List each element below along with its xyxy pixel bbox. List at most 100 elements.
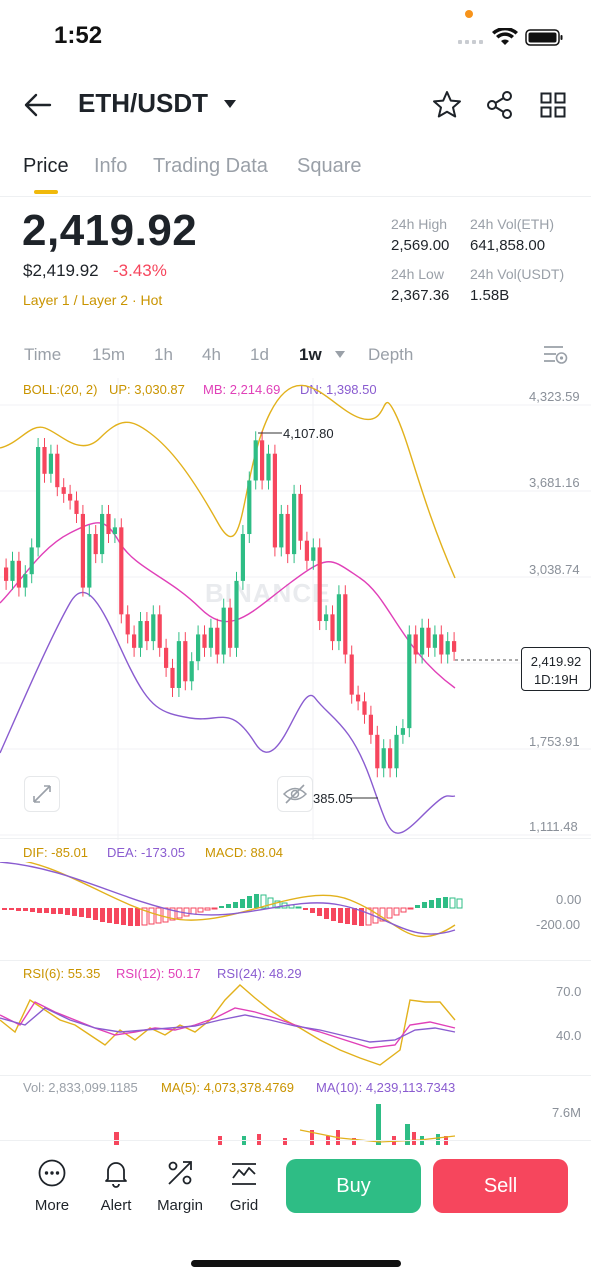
candle-body bbox=[80, 513, 85, 588]
interval-1w[interactable]: 1w bbox=[299, 345, 322, 364]
candle-body bbox=[272, 453, 277, 548]
candle-body bbox=[298, 493, 303, 541]
macd-bar bbox=[345, 908, 350, 924]
vol-eth-value: 641,858.00 bbox=[470, 237, 546, 254]
candle-body bbox=[420, 627, 425, 655]
interval-time[interactable]: Time bbox=[24, 345, 62, 364]
buy-button[interactable]: Buy bbox=[286, 1159, 421, 1213]
macd-bar bbox=[240, 899, 245, 908]
macd-value: MACD: 88.04 bbox=[205, 845, 284, 860]
star-icon[interactable] bbox=[432, 90, 462, 120]
more-icon bbox=[38, 1159, 66, 1187]
nav-margin-label: Margin bbox=[157, 1197, 203, 1214]
macd-bar bbox=[443, 897, 448, 908]
expand-icon bbox=[33, 785, 51, 803]
low-label: 24h Low bbox=[391, 266, 444, 282]
tab-trading-data[interactable]: Trading Data bbox=[153, 155, 268, 177]
macd-bar bbox=[16, 908, 21, 911]
macd-bar bbox=[226, 904, 231, 908]
interval-1h[interactable]: 1h bbox=[154, 345, 173, 364]
macd-dea: DEA: -173.05 bbox=[107, 845, 186, 860]
interval-depth[interactable]: Depth bbox=[368, 345, 414, 364]
interval-dropdown-icon[interactable] bbox=[334, 350, 346, 360]
macd-bar bbox=[121, 908, 126, 925]
volume-value: Vol: 2,833,099.1185 bbox=[23, 1080, 138, 1095]
candle-body bbox=[336, 594, 341, 642]
hide-indicators-button[interactable] bbox=[277, 776, 313, 812]
volume-chart bbox=[114, 1104, 456, 1145]
candle-body bbox=[253, 440, 258, 481]
wifi-icon bbox=[492, 28, 518, 45]
candle-body bbox=[311, 547, 316, 561]
macd-bar bbox=[169, 907, 176, 921]
rsi-12: RSI(12): 50.17 bbox=[116, 966, 201, 981]
macd-bar bbox=[254, 894, 259, 908]
macd-bar bbox=[379, 907, 386, 922]
macd-bar bbox=[190, 907, 197, 915]
watermark: BINANCE bbox=[205, 578, 331, 608]
interval-1d[interactable]: 1d bbox=[250, 345, 269, 364]
macd-bar bbox=[295, 906, 302, 909]
macd-bar bbox=[274, 900, 281, 909]
candle-body bbox=[439, 634, 444, 655]
vol-eth-label: 24h Vol(ETH) bbox=[470, 216, 555, 232]
candle-body bbox=[74, 500, 79, 514]
candle-body bbox=[330, 614, 335, 642]
low-mark-label: 385.05 bbox=[313, 791, 353, 806]
nav-margin[interactable]: Margin bbox=[150, 1158, 210, 1214]
tab-price[interactable]: Price bbox=[23, 155, 69, 177]
candle-body bbox=[151, 614, 156, 642]
grid-view-icon[interactable] bbox=[540, 92, 566, 118]
macd-bar bbox=[114, 908, 119, 924]
boll-lower-line bbox=[0, 591, 456, 834]
nav-alert[interactable]: Alert bbox=[86, 1158, 146, 1214]
category-tags[interactable]: Layer 1 / Layer 2 · Hot bbox=[23, 292, 163, 308]
volume-ma10: MA(10): 4,239,113.7343 bbox=[316, 1080, 456, 1095]
macd-bar bbox=[400, 907, 407, 913]
sell-button[interactable]: Sell bbox=[433, 1159, 568, 1213]
macd-bar bbox=[37, 908, 42, 913]
interval-15m[interactable]: 15m bbox=[92, 345, 126, 364]
bottom-bar-divider bbox=[0, 1140, 591, 1141]
candle-body bbox=[36, 447, 41, 548]
candle-body bbox=[176, 641, 181, 688]
nav-more[interactable]: More bbox=[22, 1158, 82, 1214]
macd-bar bbox=[183, 907, 190, 917]
macd-bar bbox=[429, 900, 434, 908]
fullscreen-button[interactable] bbox=[24, 776, 60, 812]
candle-body bbox=[202, 634, 207, 648]
candle-body bbox=[170, 667, 175, 688]
candlestick-chart[interactable] bbox=[0, 378, 591, 840]
candle-body bbox=[112, 527, 117, 535]
vol-usdt-label: 24h Vol(USDT) bbox=[470, 266, 565, 282]
caret-down-icon[interactable] bbox=[222, 98, 238, 110]
nav-grid[interactable]: Grid bbox=[214, 1158, 274, 1214]
share-icon[interactable] bbox=[485, 90, 515, 120]
candle-body bbox=[247, 480, 252, 535]
status-icons bbox=[458, 28, 563, 46]
candle-body bbox=[452, 641, 457, 652]
tab-info[interactable]: Info bbox=[94, 155, 128, 177]
candle-body bbox=[55, 453, 60, 488]
macd-bar bbox=[211, 907, 218, 910]
candle-body bbox=[240, 534, 245, 581]
macd-bar bbox=[148, 907, 155, 925]
candle-body bbox=[61, 487, 66, 494]
back-arrow-icon[interactable] bbox=[24, 92, 52, 118]
macd-bar bbox=[386, 907, 393, 919]
tab-square[interactable]: Square bbox=[297, 155, 362, 177]
macd-bar bbox=[176, 907, 183, 919]
candle-body bbox=[157, 614, 162, 648]
vol-usdt-value: 1.58B bbox=[470, 287, 510, 304]
macd-bar bbox=[162, 907, 169, 923]
macd-bar bbox=[86, 908, 91, 918]
candle-body bbox=[4, 567, 9, 581]
interval-4h[interactable]: 4h bbox=[202, 345, 221, 364]
rsi-24: RSI(24): 48.29 bbox=[217, 966, 302, 981]
candle-body bbox=[144, 621, 149, 642]
candle-body bbox=[260, 440, 265, 481]
low-value: 2,367.36 bbox=[391, 287, 450, 304]
pair-title[interactable]: ETH/USDT bbox=[78, 88, 208, 118]
volume-divider bbox=[0, 1075, 591, 1076]
chart-settings-icon[interactable] bbox=[543, 344, 569, 366]
